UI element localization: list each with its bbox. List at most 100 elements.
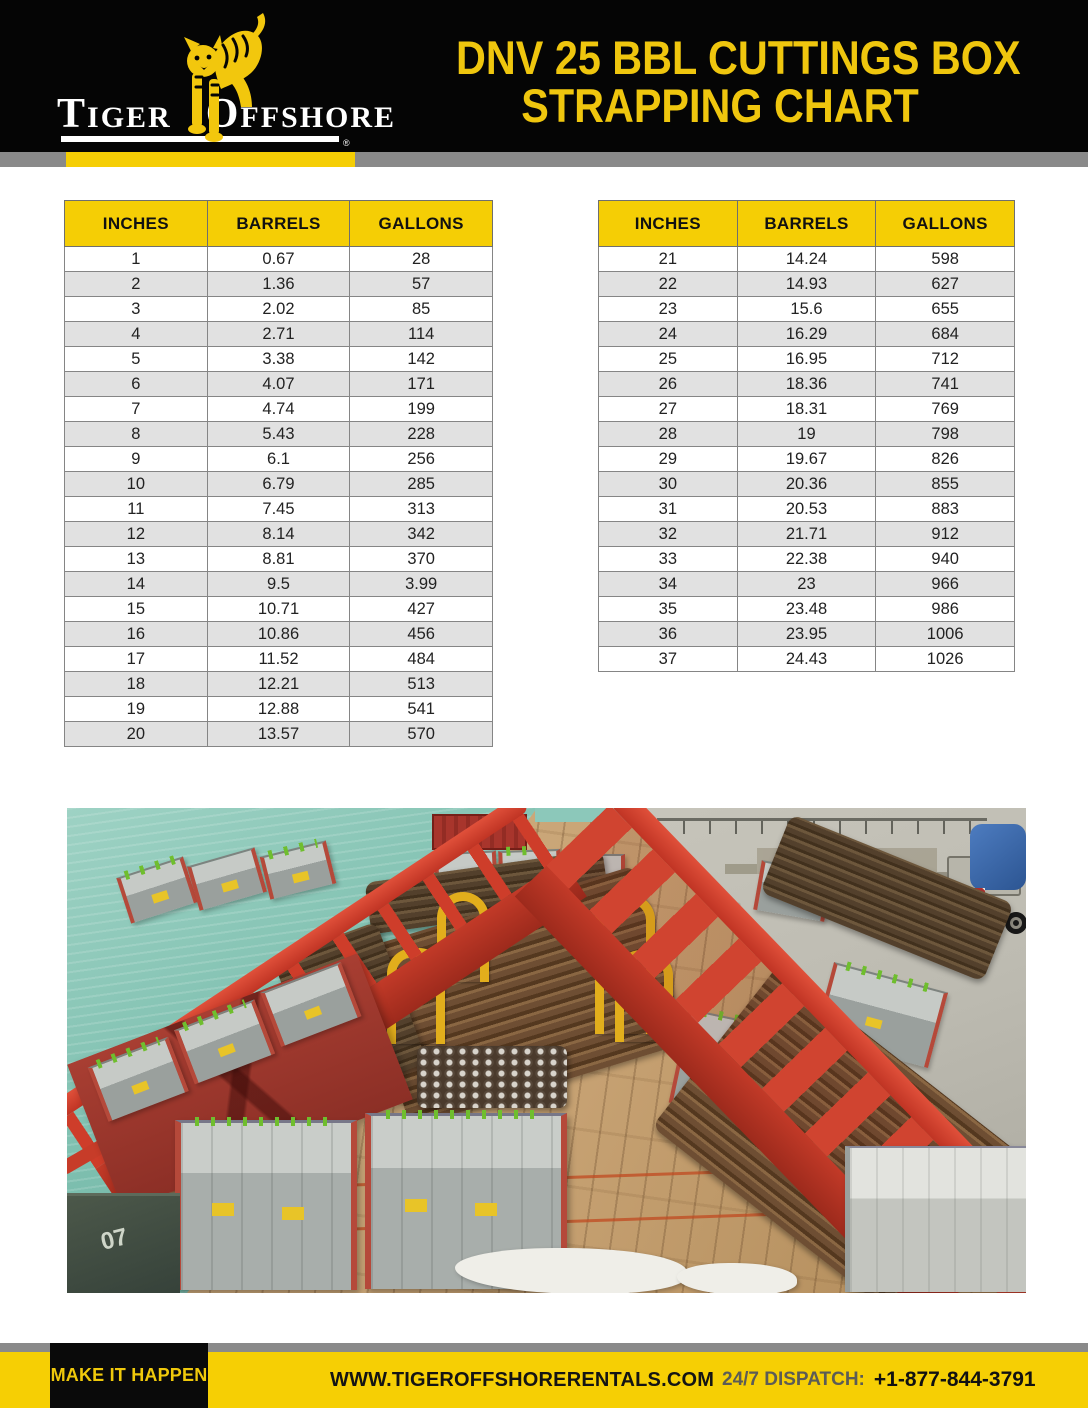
- page-title-line1: DNV 25 BBL CUTTINGS BOX: [456, 31, 1021, 84]
- table-row: 8 5.43 228: [64, 421, 493, 447]
- table-cell: 142: [349, 346, 493, 372]
- table-cell: 1006: [875, 621, 1015, 647]
- header-separator-yellow-segment: [66, 152, 355, 167]
- table-cell: 4.07: [206, 371, 351, 397]
- table-cell: 855: [875, 471, 1015, 497]
- table-cell: 30: [598, 471, 738, 497]
- table-row: 2 1.36 57: [64, 271, 493, 297]
- table-cell: 17: [64, 646, 208, 672]
- table-cell: 3.99: [349, 571, 493, 597]
- table-cell: 19: [736, 421, 877, 447]
- table-cell: 427: [349, 596, 493, 622]
- table-cell: 4: [64, 321, 208, 347]
- table-cell: 34: [598, 571, 738, 597]
- table-cell: 16.29: [736, 321, 877, 347]
- registered-mark: ®: [343, 138, 350, 148]
- table-row: 34 23 966: [598, 571, 1015, 597]
- table-cell: 14: [64, 571, 208, 597]
- table-cell: 2.02: [206, 296, 351, 322]
- table-cell: 33: [598, 546, 738, 572]
- table-cell: 18: [64, 671, 208, 697]
- table-row: 7 4.74 199: [64, 396, 493, 422]
- table-cell: 114: [349, 321, 493, 347]
- table-cell: 5.43: [206, 421, 351, 447]
- page-title-line2: STRAPPING CHART: [521, 79, 919, 132]
- table-cell: 20: [64, 721, 208, 747]
- table-cell: 16.95: [736, 346, 877, 372]
- table-cell: 13.57: [206, 721, 351, 747]
- table-cell: 24.43: [736, 646, 877, 672]
- table-cell: 684: [875, 321, 1015, 347]
- table-row: 29 19.67 826: [598, 446, 1015, 472]
- crane-wheel: [1005, 912, 1026, 934]
- table-cell: 18.36: [736, 371, 877, 397]
- table-cell: 6.79: [206, 471, 351, 497]
- column-header-gallons: GALLONS: [349, 200, 493, 247]
- table-row: 17 11.52 484: [64, 646, 493, 672]
- table-cell: 769: [875, 396, 1015, 422]
- table-cell: 37: [598, 646, 738, 672]
- table-cell: 85: [349, 296, 493, 322]
- table-row: 3 2.02 85: [64, 296, 493, 322]
- table-cell: 9: [64, 446, 208, 472]
- table-cell: 31: [598, 496, 738, 522]
- vessel-deck-photo: 07: [67, 808, 1026, 1293]
- table-cell: 456: [349, 621, 493, 647]
- table-cell: 21.71: [736, 521, 877, 547]
- table-row: 9 6.1 256: [64, 446, 493, 472]
- table-cell: 285: [349, 471, 493, 497]
- table-row: 36 23.95 1006: [598, 621, 1015, 647]
- table-row: 6 4.07 171: [64, 371, 493, 397]
- cuttings-box-foreground: [175, 1117, 357, 1290]
- table-cell: 32: [598, 521, 738, 547]
- header-banner: TIGER OFFSHORE ®: [0, 0, 1088, 152]
- strapping-table-left: INCHES BARRELS GALLONS 1 0.67 28 2 1.36 57 3 2.…: [64, 200, 493, 747]
- footer-website: WWW.TIGEROFFSHORERENTALS.COM: [330, 1369, 715, 1391]
- green-sling: [194, 1117, 338, 1126]
- table-cell: 27: [598, 396, 738, 422]
- table-cell: 22.38: [736, 546, 877, 572]
- table-cell: 741: [875, 371, 1015, 397]
- table-cell: 883: [875, 496, 1015, 522]
- table-row: 25 16.95 712: [598, 346, 1015, 372]
- table-cell: 342: [349, 521, 493, 547]
- table-row: 22 14.93 627: [598, 271, 1015, 297]
- table-cell: 23: [736, 571, 877, 597]
- table-cell: 370: [349, 546, 493, 572]
- table-cell: 28: [598, 421, 738, 447]
- table-row: 30 20.36 855: [598, 471, 1015, 497]
- table-cell: 15.6: [736, 296, 877, 322]
- green-sling: [386, 1110, 546, 1119]
- logo-wordmark: TIGER OFFSHORE: [57, 90, 394, 138]
- table-cell: 12.21: [206, 671, 351, 697]
- table-cell: 2: [64, 271, 208, 297]
- strapping-table-1-20: INCHES BARRELS GALLONS 1 0.67 28 2 1.36 57 3 2.…: [64, 200, 493, 747]
- table-cell: 966: [875, 571, 1015, 597]
- footer-tagline-box: MAKE IT HAPPEN: [50, 1343, 208, 1408]
- table-row: 23 15.6 655: [598, 296, 1015, 322]
- column-header-barrels: BARRELS: [736, 200, 877, 247]
- table-row: 33 22.38 940: [598, 546, 1015, 572]
- table-row: 12 8.14 342: [64, 521, 493, 547]
- table-cell: 8: [64, 421, 208, 447]
- table-cell: 24: [598, 321, 738, 347]
- table-cell: 22: [598, 271, 738, 297]
- logo-word2-rest: FFSHORE: [240, 101, 397, 134]
- table-cell: 313: [349, 496, 493, 522]
- table-row: 21 14.24 598: [598, 246, 1015, 272]
- table-header-row: INCHES BARRELS GALLONS: [598, 200, 1015, 247]
- table-cell: 8.14: [206, 521, 351, 547]
- footer-separator-bar: [0, 1343, 1088, 1352]
- table-cell: 228: [349, 421, 493, 447]
- table-cell: 3: [64, 296, 208, 322]
- table-header-row: INCHES BARRELS GALLONS: [64, 200, 493, 247]
- table-cell: 23: [598, 296, 738, 322]
- table-cell: 1026: [875, 646, 1015, 672]
- table-cell: 11.52: [206, 646, 351, 672]
- table-row: 20 13.57 570: [64, 721, 493, 747]
- table-cell: 484: [349, 646, 493, 672]
- pipe-end-faces: [417, 1046, 567, 1108]
- table-cell: 20.53: [736, 496, 877, 522]
- table-row: 24 16.29 684: [598, 321, 1015, 347]
- green-deck-box: 07: [67, 1193, 180, 1293]
